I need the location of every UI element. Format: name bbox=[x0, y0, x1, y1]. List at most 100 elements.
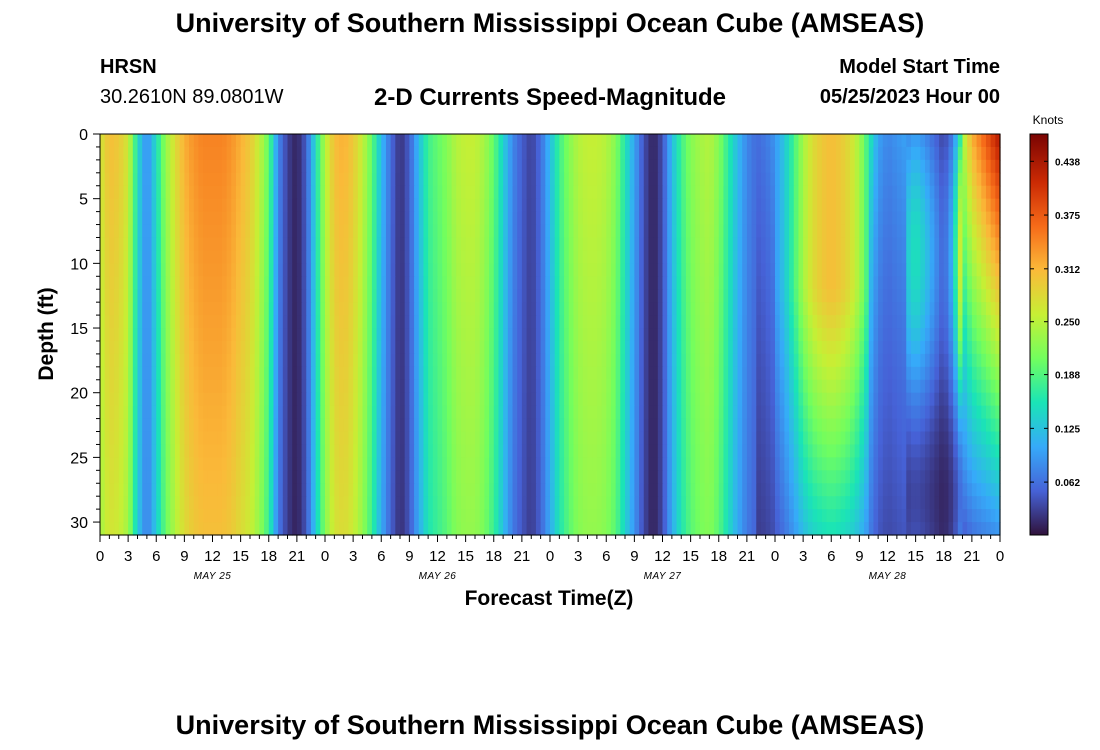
heatmap-cell bbox=[868, 431, 875, 446]
heatmap-cell bbox=[292, 366, 298, 381]
heatmap-cell bbox=[953, 431, 959, 446]
heatmap-cell bbox=[489, 392, 495, 407]
heatmap-cell bbox=[606, 418, 612, 433]
heatmap-cell bbox=[859, 379, 865, 394]
heatmap-cell bbox=[953, 315, 959, 329]
heatmap-cell bbox=[943, 263, 950, 277]
heatmap-cell bbox=[629, 237, 635, 252]
heatmap-cell bbox=[901, 392, 907, 407]
heatmap-cell bbox=[470, 289, 476, 303]
heatmap-cell bbox=[601, 405, 607, 420]
heatmap-cell bbox=[432, 263, 439, 277]
heatmap-cell bbox=[578, 237, 584, 252]
heatmap-cell bbox=[859, 328, 865, 342]
heatmap-cell bbox=[831, 418, 837, 433]
heatmap-cell bbox=[892, 146, 898, 161]
heatmap-cell bbox=[920, 315, 926, 329]
heatmap-cell bbox=[507, 198, 514, 213]
heatmap-cell bbox=[432, 379, 439, 394]
heatmap-cell bbox=[653, 146, 659, 161]
heatmap-cell bbox=[817, 418, 823, 433]
heatmap-cell bbox=[512, 405, 518, 420]
heatmap-cell bbox=[226, 315, 232, 329]
heatmap-cell bbox=[723, 302, 729, 316]
heatmap-cell bbox=[517, 315, 523, 329]
heatmap-cell bbox=[648, 159, 654, 174]
heatmap-cell bbox=[446, 159, 453, 174]
heatmap-cell bbox=[301, 340, 307, 355]
heatmap-cell bbox=[465, 392, 471, 407]
heatmap-cell bbox=[690, 198, 696, 213]
heatmap-cell bbox=[610, 315, 617, 329]
heatmap-cell bbox=[503, 263, 509, 277]
heatmap-cell bbox=[634, 366, 640, 381]
heatmap-cell bbox=[310, 146, 317, 161]
heatmap-cell bbox=[503, 392, 509, 407]
heatmap-cell bbox=[925, 457, 931, 471]
heatmap-cell bbox=[165, 418, 171, 433]
heatmap-cell bbox=[789, 431, 795, 446]
heatmap-cell bbox=[395, 328, 401, 342]
heatmap-cell bbox=[212, 405, 218, 420]
heatmap-cell bbox=[531, 134, 537, 148]
heatmap-cell bbox=[587, 379, 593, 394]
heatmap-cell bbox=[146, 444, 153, 458]
heatmap-cell bbox=[639, 328, 645, 342]
heatmap-cell bbox=[718, 172, 725, 187]
heatmap-cell bbox=[878, 159, 884, 174]
heatmap-cell bbox=[718, 405, 725, 420]
heatmap-cell bbox=[306, 379, 312, 394]
heatmap-cell bbox=[770, 159, 776, 174]
heatmap-cell bbox=[245, 315, 251, 329]
heatmap-cell bbox=[254, 237, 260, 252]
heatmap-cell bbox=[179, 198, 185, 213]
heatmap-cell bbox=[353, 289, 359, 303]
heatmap-cell bbox=[521, 457, 528, 471]
heatmap-cell bbox=[315, 250, 321, 264]
heatmap-cell bbox=[235, 457, 242, 471]
heatmap-cell bbox=[596, 263, 603, 277]
heatmap-cell bbox=[770, 328, 776, 342]
heatmap-cell bbox=[273, 379, 279, 394]
heatmap-cell bbox=[517, 289, 523, 303]
heatmap-cell bbox=[676, 146, 682, 161]
heatmap-cell bbox=[409, 366, 415, 381]
heatmap-cell bbox=[184, 211, 190, 226]
heatmap-cell bbox=[878, 198, 884, 213]
heatmap-cell bbox=[268, 159, 275, 174]
heatmap-cell bbox=[381, 134, 387, 148]
heatmap-cell bbox=[245, 392, 251, 407]
heatmap-cell bbox=[512, 237, 518, 252]
heatmap-cell bbox=[221, 224, 228, 239]
heatmap-cell bbox=[423, 444, 429, 458]
heatmap-cell bbox=[156, 366, 162, 381]
heatmap-cell bbox=[334, 159, 340, 174]
heatmap-cell bbox=[479, 418, 485, 433]
heatmap-cell bbox=[901, 237, 907, 252]
heatmap-cell bbox=[348, 431, 354, 446]
heatmap-cell bbox=[803, 172, 809, 187]
heatmap-cell bbox=[962, 224, 968, 239]
heatmap-cell bbox=[423, 198, 429, 213]
heatmap-cell bbox=[550, 431, 556, 446]
heatmap-cell bbox=[939, 276, 945, 290]
heatmap-cell bbox=[517, 302, 523, 316]
heatmap-cell bbox=[967, 431, 973, 446]
heatmap-cell bbox=[859, 315, 865, 329]
heatmap-cell bbox=[343, 289, 350, 303]
heatmap-cell bbox=[301, 276, 307, 290]
heatmap-cell bbox=[648, 263, 654, 277]
heatmap-cell bbox=[765, 289, 771, 303]
heatmap-cell bbox=[189, 405, 195, 420]
heatmap-cell bbox=[146, 172, 153, 187]
heatmap-cell bbox=[254, 185, 260, 200]
heatmap-cell bbox=[175, 159, 181, 174]
heatmap-cell bbox=[484, 250, 490, 264]
heatmap-cell bbox=[718, 276, 725, 290]
heatmap-cell bbox=[123, 328, 129, 342]
heatmap-cell bbox=[578, 431, 584, 446]
heatmap-cell bbox=[943, 315, 950, 329]
heatmap-cell bbox=[371, 250, 378, 264]
heatmap-cell bbox=[517, 237, 523, 252]
heatmap-cell bbox=[310, 353, 317, 368]
